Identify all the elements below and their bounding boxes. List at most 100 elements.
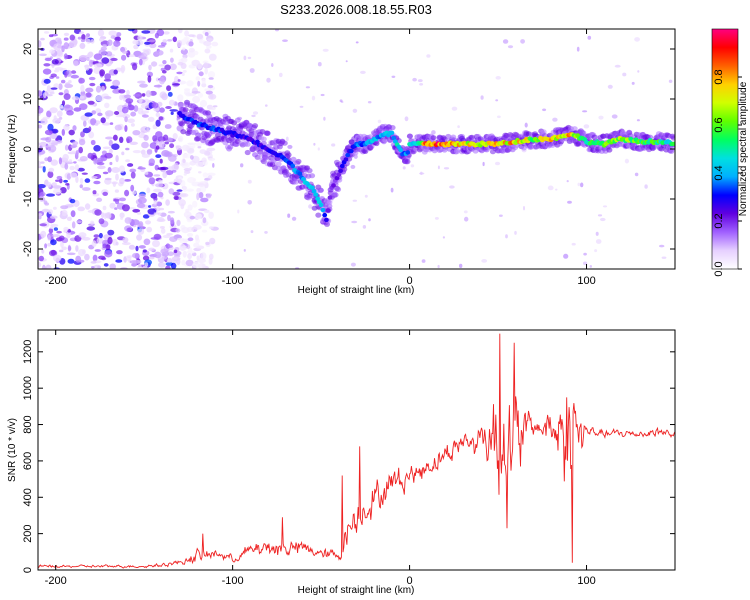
noise-blob [138, 221, 144, 229]
spectrogram-ridge-point [311, 189, 317, 194]
noise-blob [323, 116, 326, 121]
noise-blob [47, 123, 54, 132]
noise-blob [499, 214, 503, 217]
spectrogram-halo [332, 192, 339, 198]
noise-blob [191, 59, 200, 67]
noise-blob [178, 29, 183, 34]
noise-blob [182, 159, 186, 163]
y-tick-label: 10 [22, 93, 34, 105]
noise-blob [78, 138, 86, 146]
noise-blob [111, 167, 120, 173]
noise-blob [69, 198, 76, 204]
noise-blob [104, 177, 112, 181]
noise-blob [90, 261, 97, 264]
noise-blob [97, 29, 105, 37]
noise-blob [169, 109, 178, 112]
noise-blob [127, 29, 135, 32]
noise-blob [42, 166, 46, 173]
noise-blob [116, 250, 123, 255]
noise-blob [240, 163, 244, 168]
noise-blob [45, 145, 55, 149]
noise-blob [153, 200, 158, 205]
noise-blob [180, 48, 188, 55]
noise-blob [93, 66, 101, 75]
spectrogram-halo [227, 144, 234, 150]
noise-blob [126, 256, 132, 262]
noise-blob [88, 131, 95, 139]
noise-blob [155, 154, 162, 159]
noise-blob [614, 64, 621, 68]
spectrogram-halo [295, 158, 302, 165]
noise-blob [144, 41, 151, 45]
noise-blob [202, 217, 207, 224]
noise-blob [114, 207, 118, 210]
noise-blob [144, 262, 149, 267]
noise-blob [156, 50, 164, 56]
spectrogram-halo [281, 140, 288, 146]
spectrogram-ridge-point [405, 150, 411, 155]
noise-blob [185, 259, 194, 267]
noise-blob [199, 186, 207, 193]
noise-blob [102, 44, 107, 47]
noise-blob [123, 256, 127, 263]
spectrogram-ridge-point [325, 208, 331, 213]
noise-blob [53, 206, 57, 210]
noise-blob [130, 123, 135, 127]
noise-blob [204, 67, 208, 75]
noise-blob [38, 124, 43, 129]
noise-blob [192, 142, 196, 149]
noise-blob [137, 55, 147, 59]
noise-blob [494, 161, 501, 166]
noise-blob [207, 172, 216, 176]
noise-blob [164, 124, 172, 129]
noise-blob [497, 115, 501, 119]
noise-blob [390, 187, 394, 193]
noise-blob [176, 219, 181, 227]
noise-blob [188, 47, 195, 53]
noise-blob [203, 159, 207, 163]
noise-blob [97, 112, 103, 117]
noise-blob [208, 93, 217, 100]
noise-blob [247, 179, 252, 184]
noise-blob [594, 249, 598, 253]
noise-blob [207, 84, 214, 89]
noise-blob [169, 48, 174, 53]
noise-blob [243, 55, 247, 61]
noise-blob [186, 188, 194, 192]
noise-blob [185, 92, 192, 97]
noise-blob [88, 126, 92, 132]
noise-blob [132, 252, 140, 259]
noise-blob [154, 251, 162, 259]
noise-blob [317, 147, 320, 151]
noise-blob [199, 99, 208, 108]
noise-blob [345, 60, 348, 63]
noise-blob [331, 143, 336, 147]
noise-blob [196, 192, 200, 201]
noise-blob [145, 220, 151, 225]
noise-blob [577, 182, 581, 187]
noise-blob [112, 79, 120, 87]
y-tick-label: 400 [22, 488, 34, 506]
colorbar-tick-label: 0.4 [713, 165, 725, 180]
noise-blob [108, 30, 117, 36]
noise-blob [153, 196, 158, 202]
noise-blob [668, 79, 673, 84]
noise-blob [99, 37, 105, 42]
noise-blob [210, 106, 216, 111]
noise-blob [38, 184, 46, 189]
noise-blob [93, 180, 101, 185]
noise-blob [107, 39, 113, 46]
noise-blob [61, 246, 67, 251]
noise-blob [624, 158, 630, 164]
noise-blob [198, 171, 202, 174]
spectrogram-halo [254, 154, 261, 160]
noise-blob [583, 252, 587, 256]
noise-blob [178, 135, 184, 143]
noise-blob [63, 179, 68, 183]
noise-blob [176, 178, 183, 184]
noise-blob [265, 104, 268, 107]
noise-blob [188, 41, 194, 47]
noise-blob [63, 124, 70, 131]
noise-blob [166, 233, 173, 236]
